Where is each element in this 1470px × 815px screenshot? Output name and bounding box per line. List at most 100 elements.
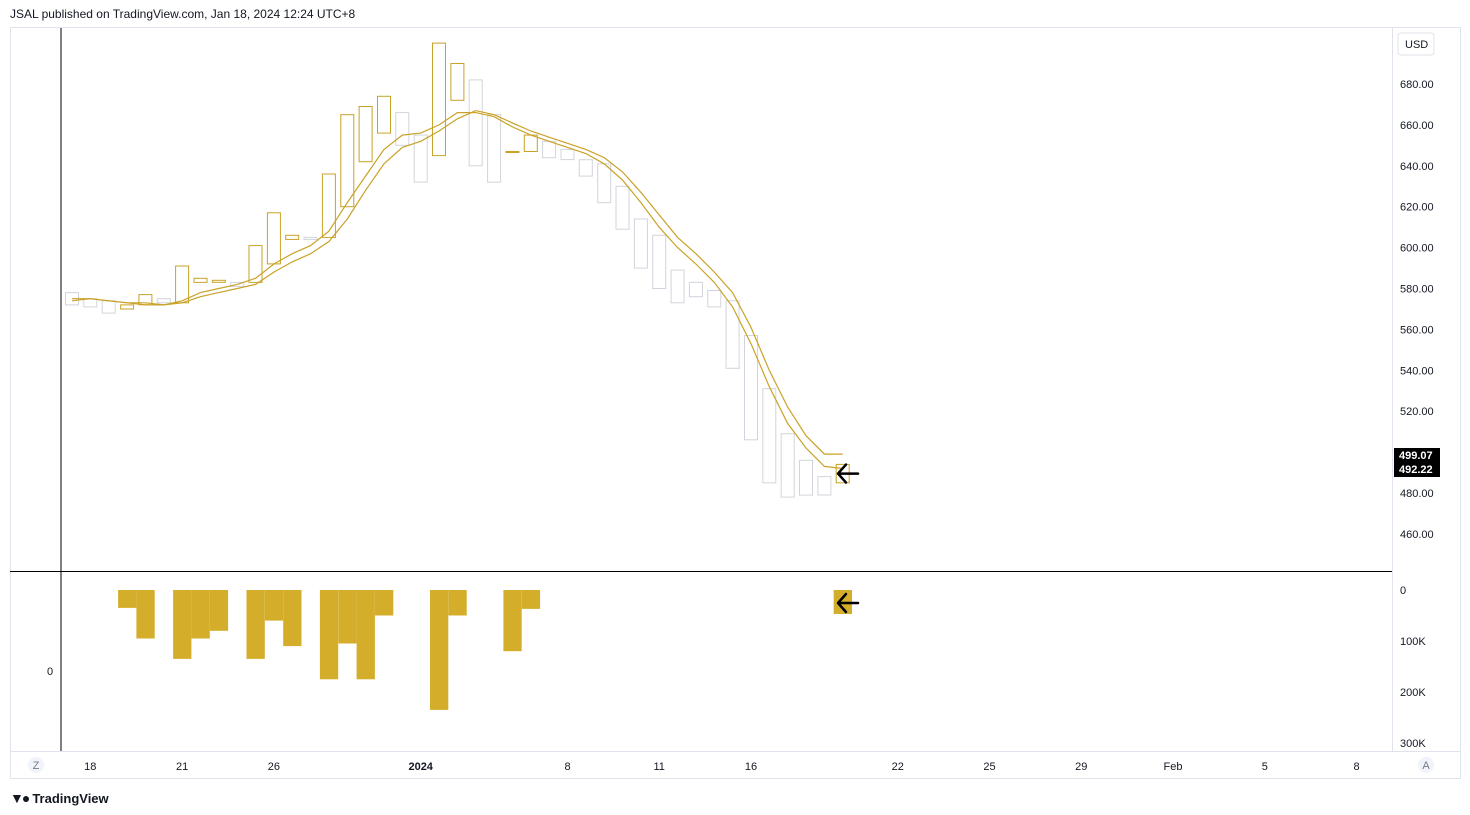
volume-pane[interactable]	[118, 590, 860, 710]
candle	[670, 269, 685, 304]
auto-scale-button-bg	[1418, 757, 1434, 773]
volume-bar	[173, 590, 192, 659]
candle	[303, 236, 318, 240]
candle	[83, 298, 98, 308]
price-tick-label: 520.00	[1400, 406, 1434, 418]
time-tick-label: 16	[745, 761, 757, 773]
candle	[688, 281, 703, 298]
candle	[413, 134, 428, 183]
candle	[193, 277, 208, 283]
volume-bar	[356, 590, 375, 680]
volume-bar	[338, 590, 357, 644]
candle	[450, 63, 465, 101]
candle	[633, 218, 648, 269]
tradingview-logo-icon: ▼●	[10, 790, 30, 806]
candle	[505, 151, 520, 153]
volume-tick-label: 0	[1400, 585, 1406, 597]
price-tick-label: 620.00	[1400, 202, 1434, 214]
price-tick-label: 560.00	[1400, 324, 1434, 336]
ma-slow-line	[72, 109, 843, 455]
volume-bar	[503, 590, 522, 652]
last-price-label: 499.07	[1399, 450, 1433, 462]
candle	[101, 300, 116, 314]
candle	[211, 279, 226, 283]
time-tick-label: 5	[1262, 761, 1268, 773]
volume-tick-label: 100K	[1400, 636, 1426, 648]
zoom-z-button[interactable]: Z	[28, 757, 44, 773]
arrow-icon-price-path	[836, 463, 860, 484]
volume-bar	[521, 590, 541, 609]
price-pane[interactable]	[65, 42, 860, 498]
arrow-icon-volume	[836, 592, 860, 614]
time-tick-label: 22	[892, 761, 904, 773]
volume-bar	[375, 590, 394, 616]
candle	[340, 114, 355, 208]
time-tick-label: 8	[564, 761, 570, 773]
zoom-z-button-bg	[28, 757, 44, 773]
volume-bar	[209, 590, 229, 631]
candle	[578, 159, 593, 177]
candle	[615, 185, 630, 230]
volume-bar	[430, 590, 449, 710]
candle	[487, 114, 502, 183]
tradingview-logo[interactable]: ▼● TradingView	[10, 790, 109, 806]
candle	[523, 134, 538, 153]
time-tick-label: 8	[1353, 761, 1359, 773]
candle	[744, 335, 758, 441]
volume-bar	[319, 590, 339, 680]
time-tick-label: 21	[176, 761, 188, 773]
time-tick-label: 25	[983, 761, 995, 773]
price-tick-label: 480.00	[1400, 488, 1434, 500]
volume-bar	[136, 590, 155, 639]
volume-bar	[118, 590, 137, 608]
last-price-badge	[1394, 448, 1440, 477]
candle	[266, 212, 281, 265]
auto-scale-button-label: A	[1422, 760, 1430, 772]
time-tick-label: 18	[84, 761, 96, 773]
axes: USD 680.00 660.00 640.00 620.00 600.00 580.00 5…	[10, 28, 1460, 773]
candle	[358, 106, 373, 163]
publish-header: JSAL published on TradingView.com, Jan 1…	[10, 7, 356, 21]
candle	[707, 290, 722, 308]
tradingview-logo-text: TradingView	[32, 790, 109, 806]
candle	[468, 79, 483, 167]
price-tick-label: 460.00	[1400, 529, 1434, 541]
volume-tick-label: 200K	[1400, 687, 1426, 699]
candle	[762, 388, 777, 484]
price-tick-label: 600.00	[1400, 243, 1434, 255]
price-tick-label: 680.00	[1400, 79, 1434, 91]
candle	[725, 300, 740, 369]
candle	[248, 245, 263, 283]
zoom-z-button-label: Z	[33, 760, 40, 772]
candle	[432, 42, 446, 157]
volume-left-label: 0	[47, 666, 53, 678]
candle	[799, 459, 813, 496]
time-tick-label: 26	[268, 761, 280, 773]
last-price-label: 492.22	[1399, 464, 1433, 476]
candle	[230, 281, 245, 287]
price-tick-label: 640.00	[1400, 161, 1434, 173]
candle	[120, 304, 135, 310]
price-tick-label: 660.00	[1400, 120, 1434, 132]
time-tick-label: 11	[653, 761, 664, 773]
arrow-icon-price	[836, 463, 860, 484]
candle	[156, 298, 171, 304]
time-tick-label: 2024	[408, 761, 433, 773]
price-tick-label: 540.00	[1400, 365, 1434, 377]
candle	[542, 140, 557, 159]
currency-label: USD	[1405, 39, 1428, 51]
candle	[780, 433, 795, 498]
currency-box	[1397, 32, 1435, 56]
candle	[285, 234, 300, 240]
price-tick-label: 580.00	[1400, 284, 1434, 296]
candle	[377, 95, 391, 134]
chart-frame	[10, 27, 1461, 779]
volume-bar	[448, 590, 467, 616]
volume-bar	[191, 590, 210, 639]
volume-bar	[264, 590, 284, 621]
time-tick-label: Feb	[1164, 761, 1183, 773]
volume-tick-label: 300K	[1400, 738, 1426, 750]
auto-scale-button[interactable]: A	[1418, 757, 1434, 773]
